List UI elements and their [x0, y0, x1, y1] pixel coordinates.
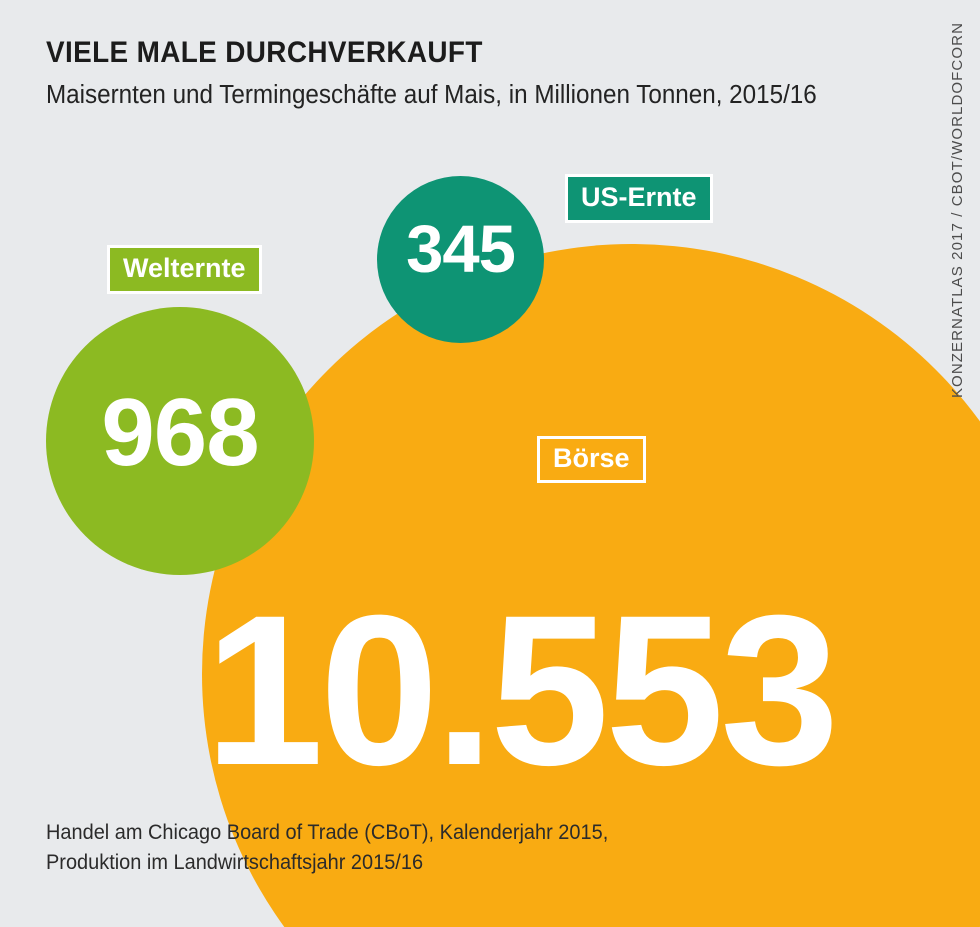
us-ernte-circle [377, 176, 544, 343]
boerse-value: 10.553 [204, 571, 840, 810]
header: Viele Male durchverkauft Maisernten und … [46, 38, 866, 113]
footnote-line-1: Handel am Chicago Board of Trade (CBoT),… [46, 821, 609, 844]
footnote: Handel am Chicago Board of Trade (CBoT),… [46, 818, 768, 879]
boerse-label: Börse [537, 436, 646, 483]
page-subtitle: Maisernten und Termingeschäfte auf Mais,… [46, 81, 817, 109]
welternte-value: 968 [101, 379, 259, 486]
welternte-label: Welternte [107, 245, 262, 294]
page-title: Viele Male durchverkauft [46, 36, 483, 69]
credit-sidebar: Konzernatlas 2017 / CBOT/WORLDOFCORN [942, 22, 972, 442]
credit-text: Konzernatlas 2017 / CBOT/WORLDOFCORN [948, 22, 966, 399]
us-ernte-value: 345 [406, 212, 516, 287]
us-ernte-label: US-Ernte [565, 174, 713, 223]
footnote-line-2: Produktion im Landwirtschaftsjahr 2015/1… [46, 851, 424, 875]
welternte-circle [46, 307, 314, 575]
